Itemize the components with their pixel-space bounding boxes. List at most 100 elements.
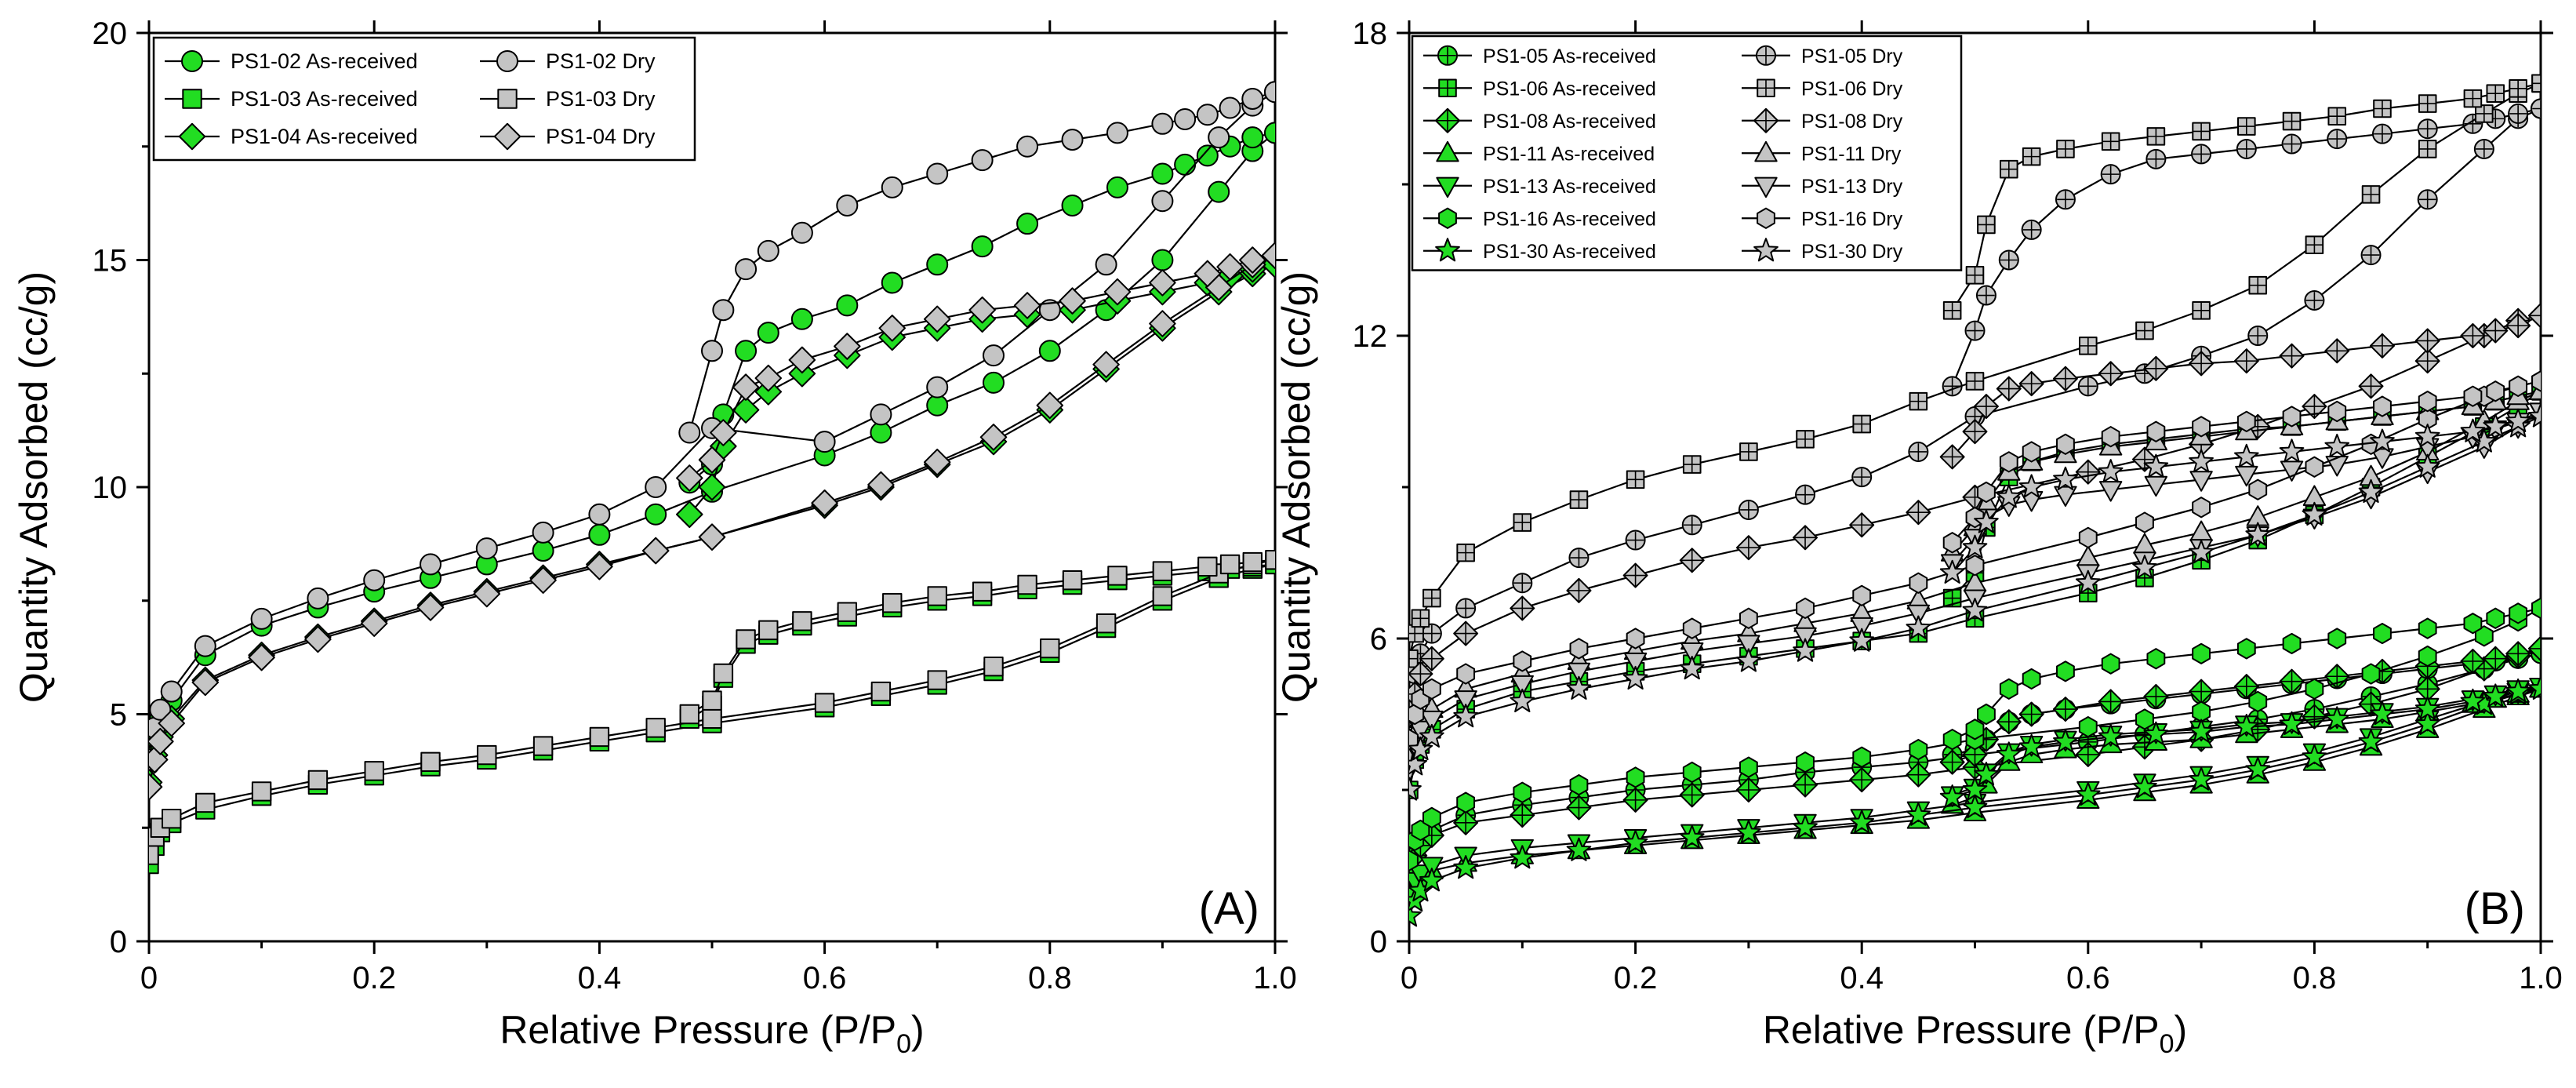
data-point <box>1409 777 1422 801</box>
series-ps1-04-dry <box>149 242 1275 801</box>
data-point <box>2018 474 2044 498</box>
data-point <box>1942 729 1962 751</box>
data-point <box>2463 385 2483 407</box>
plot-area <box>149 81 1275 875</box>
data-point <box>1419 868 1444 892</box>
legend-item-ps1-05-as-received: PS1-05 As-received <box>1423 45 1656 67</box>
data-point <box>1909 738 1928 761</box>
data-point <box>2189 766 2214 791</box>
legend-item-ps1-02-dry: PS1-02 Dry <box>480 49 656 73</box>
series-ps1-06-dry <box>1409 74 2541 668</box>
data-point <box>1219 96 1241 119</box>
data-point <box>2189 679 2214 704</box>
data-point <box>1092 351 1120 378</box>
data-point <box>2280 460 2304 482</box>
data-point <box>1849 512 1875 538</box>
x-tick-label: 1.0 <box>1253 961 1297 995</box>
data-point <box>1965 372 1985 391</box>
data-point <box>1998 249 2019 271</box>
data-point <box>971 149 994 172</box>
y-tick-label: 20 <box>93 16 128 51</box>
data-point <box>2373 99 2392 118</box>
data-point <box>1735 777 1761 802</box>
data-point <box>1151 162 1174 185</box>
data-point <box>2460 688 2486 713</box>
data-point <box>713 663 734 684</box>
data-point <box>1453 704 1478 728</box>
legend-label: PS1-11 Dry <box>1801 143 1902 165</box>
data-point <box>195 792 216 813</box>
data-point <box>2483 646 2509 671</box>
data-point <box>2098 481 2123 502</box>
legend-label: PS1-08 As-received <box>1483 111 1656 133</box>
data-point <box>191 668 220 697</box>
data-point <box>1106 122 1128 144</box>
data-point <box>732 373 760 401</box>
data-point <box>2022 441 2041 463</box>
data-point <box>1409 736 1433 761</box>
data-point <box>194 635 216 657</box>
series-ps1-08-dry <box>1409 303 2541 742</box>
data-point <box>870 681 892 702</box>
data-point <box>878 315 907 342</box>
legend-marker <box>1438 78 1457 98</box>
data-point <box>1962 534 1988 559</box>
legend-item-ps1-06-dry: PS1-06 Dry <box>1742 78 1903 100</box>
data-point <box>971 235 994 258</box>
legend-label: PS1-13 Dry <box>1801 176 1903 198</box>
data-point <box>882 592 903 613</box>
data-point <box>1942 532 1962 554</box>
legend-label: PS1-30 As-received <box>1483 241 1656 263</box>
data-point <box>2529 379 2541 400</box>
x-axis-label: Relative Pressure (P/P0) <box>500 1008 924 1059</box>
data-point <box>2302 501 2327 526</box>
data-point <box>1567 662 1591 684</box>
data-point <box>2248 479 2268 500</box>
data-point <box>926 162 949 185</box>
data-point <box>1241 126 1264 149</box>
data-point <box>1239 246 1266 274</box>
y-axis-label: Quantity Adsorbed (cc/g) <box>12 271 56 703</box>
data-point <box>2418 617 2437 639</box>
data-point <box>1996 484 2022 508</box>
data-point <box>2191 144 2212 165</box>
data-point <box>1409 729 1419 751</box>
data-point <box>149 727 174 755</box>
series-ps1-03-dry <box>149 549 1275 865</box>
y-tick-label: 0 <box>110 925 127 959</box>
data-point <box>1208 126 1230 149</box>
data-point <box>149 746 169 773</box>
data-point <box>2369 333 2395 358</box>
data-point <box>1103 278 1132 306</box>
data-point <box>589 726 610 748</box>
data-point <box>1264 122 1275 144</box>
data-point <box>1849 767 1875 793</box>
x-tick-label: 0.6 <box>803 961 847 995</box>
data-point <box>2528 303 2541 329</box>
data-point <box>363 569 386 591</box>
data-point <box>2531 98 2541 119</box>
data-point <box>2281 133 2302 155</box>
data-point <box>2505 678 2531 703</box>
data-point <box>2143 721 2169 745</box>
data-point <box>2361 663 2381 685</box>
legend-label: PS1-16 As-received <box>1483 208 1656 230</box>
data-point <box>1849 810 1875 834</box>
data-point <box>420 553 441 576</box>
data-point <box>1942 301 1962 320</box>
data-point <box>2418 94 2437 113</box>
data-point <box>2055 189 2076 210</box>
data-point <box>2192 642 2211 664</box>
data-point <box>1265 549 1275 570</box>
data-point <box>2327 129 2348 150</box>
data-point <box>2018 371 2044 397</box>
data-point <box>2245 522 2271 546</box>
data-point <box>1852 414 1871 434</box>
data-point <box>2021 219 2042 240</box>
data-point <box>1793 772 1818 798</box>
data-point <box>881 176 903 198</box>
data-point <box>837 602 858 622</box>
data-point <box>1962 741 1988 767</box>
data-point <box>2052 366 2078 391</box>
